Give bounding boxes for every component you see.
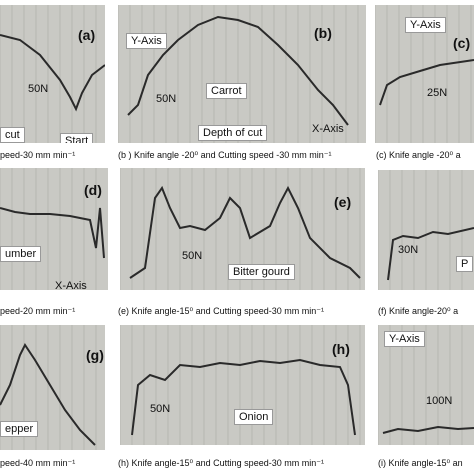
trace-photo xyxy=(120,325,361,445)
panel: 30N P xyxy=(378,170,474,290)
force-trace xyxy=(129,185,361,279)
panel-label: 50N xyxy=(182,250,203,262)
trace-photo xyxy=(378,170,474,290)
caption: peed-40 mm min⁻¹ xyxy=(0,458,76,468)
caption: (i) Knife angle-15⁰ an xyxy=(378,458,463,468)
panel: (d) umber X-Axis xyxy=(0,168,108,290)
panel-label: Depth of cut xyxy=(198,125,268,141)
trace-photo xyxy=(375,5,474,143)
panel: (e) 50N Bitter gourd xyxy=(120,168,365,290)
panel-label: (b) xyxy=(314,25,332,41)
panel-label: Y-Axis xyxy=(384,331,425,347)
force-trace xyxy=(382,425,474,434)
panel-label: X-Axis xyxy=(55,280,87,290)
caption: (b ) Knife angle -20⁰ and Cutting speed … xyxy=(118,150,332,160)
panel-label: (e) xyxy=(334,194,352,210)
panel: Y-Axis 100N xyxy=(378,325,474,445)
force-trace xyxy=(379,59,474,106)
panel-label: umber xyxy=(0,246,42,262)
trace-photo xyxy=(0,168,105,290)
panel-label: P xyxy=(456,256,474,272)
force-trace xyxy=(0,34,105,112)
panel: (g) epper xyxy=(0,325,105,450)
panel-label: 100N xyxy=(426,395,453,407)
panel-label: (d) xyxy=(84,182,102,198)
panel: (h) 50N Onion xyxy=(120,325,365,445)
force-trace xyxy=(387,227,474,281)
panel-label: Start xyxy=(60,133,94,143)
caption: (e) Knife angle-15⁰ and Cutting speed-30… xyxy=(118,306,324,316)
panel-label: (g) xyxy=(86,347,104,363)
panel-label: Y-Axis xyxy=(405,17,446,33)
panel-label: Y-Axis xyxy=(126,33,167,49)
panel-label: X-Axis xyxy=(312,123,344,135)
panel-label: 50N xyxy=(150,403,171,415)
force-trace xyxy=(131,358,356,436)
caption: (c) Knife angle -20⁰ a xyxy=(376,150,461,160)
trace-photo xyxy=(118,5,359,143)
panel: (a) 50N cut Start xyxy=(0,5,105,143)
panel-label: 30N xyxy=(398,244,419,256)
panel-label: 50N xyxy=(28,83,49,95)
trace-photo xyxy=(0,5,105,143)
panel-label: cut xyxy=(0,127,25,143)
caption: peed-20 mm min⁻¹ xyxy=(0,306,76,316)
panel-label: 50N xyxy=(156,93,177,105)
panel-label: Carrot xyxy=(206,83,247,99)
caption: (f) Knife angle-20⁰ a xyxy=(378,306,459,316)
panel-label: Bitter gourd xyxy=(228,264,295,280)
caption: (h) Knife angle-15⁰ and Cutting speed-30… xyxy=(118,458,324,468)
force-trace xyxy=(127,15,349,126)
panel: Y-Axis (c) 25N xyxy=(375,5,474,143)
force-trace xyxy=(0,207,105,259)
panel-label: epper xyxy=(0,421,39,437)
panel-label: Onion xyxy=(234,409,274,425)
force-trace xyxy=(0,343,96,446)
panel-label: (c) xyxy=(453,35,471,51)
panel-label: (a) xyxy=(78,27,96,43)
caption: peed-30 mm min⁻¹ xyxy=(0,150,76,160)
panel-label: 25N xyxy=(427,87,448,99)
panel-label: (h) xyxy=(332,341,350,357)
panel: Y-Axis (b) 50N Carrot Depth of cut X-Axis xyxy=(118,5,366,143)
